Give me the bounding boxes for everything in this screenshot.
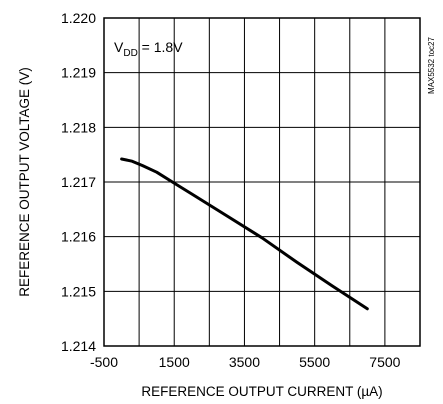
vdd-annotation: VDD = 1.8V	[114, 39, 183, 59]
x-tick-label: 3500	[229, 354, 260, 370]
grid-lines	[104, 18, 420, 346]
vdd-annotation-sub: DD	[123, 48, 137, 59]
vdd-annotation-main: V	[114, 39, 124, 55]
x-tick-labels: -500 1500 3500 5500 7500	[90, 354, 401, 370]
y-tick-labels: 1.220 1.219 1.218 1.217 1.216 1.215 1.214	[61, 10, 96, 354]
y-tick-label: 1.219	[61, 65, 96, 81]
series-line	[120, 157, 369, 311]
y-tick-label: 1.216	[61, 229, 96, 245]
x-tick-label: 5500	[299, 354, 330, 370]
x-tick-label: -500	[90, 354, 118, 370]
x-tick-label: 7500	[369, 354, 400, 370]
y-tick-label: 1.215	[61, 283, 96, 299]
vdd-annotation-rest: = 1.8V	[138, 39, 183, 55]
y-axis-label: REFERENCE OUTPUT VOLTAGE (V)	[17, 67, 32, 297]
x-tick-label: 1500	[159, 354, 190, 370]
y-tick-label: 1.220	[61, 10, 96, 26]
y-tick-label: 1.218	[61, 119, 96, 135]
y-tick-label: 1.214	[61, 338, 96, 354]
y-tick-label: 1.217	[61, 174, 96, 190]
figure-code: MAX5532 toc27	[427, 37, 436, 94]
x-axis-label: REFERENCE OUTPUT CURRENT (µA)	[141, 384, 382, 399]
series-lines	[120, 157, 369, 311]
